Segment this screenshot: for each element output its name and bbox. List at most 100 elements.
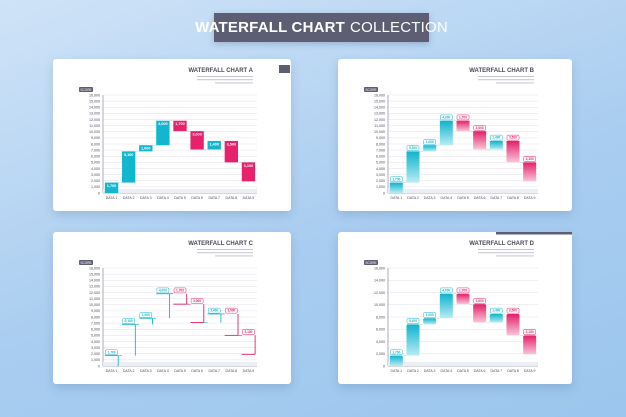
data-label: 1,400 [210, 309, 218, 313]
data-label: 3,100 [526, 157, 534, 161]
baseline-band [388, 362, 538, 366]
y-tick-label: 10,000 [374, 303, 385, 307]
chart-title: WATERFALL CHART C [188, 241, 253, 247]
y-tick-label: 0 [383, 364, 385, 368]
data-label: 3,500 [509, 309, 517, 313]
y-tick-label: 1,000 [91, 185, 100, 189]
data-label: 1,700 [392, 350, 400, 354]
y-tick-label: 9,000 [91, 136, 100, 140]
data-label: 1,400 [209, 142, 219, 146]
chart-card-c: WATERFALL CHART C SCORE 0 1,000 2,000 3,000 4,… [53, 232, 291, 384]
bar [473, 131, 487, 150]
caption-line [197, 252, 253, 254]
data-label-tag [225, 307, 238, 314]
bar [104, 182, 119, 193]
x-tick-label: DATA 4 [157, 196, 169, 200]
data-label: 3,100 [244, 164, 254, 168]
data-label: 3,500 [227, 309, 235, 313]
bar [389, 182, 403, 193]
y-tick-label: 7,000 [91, 148, 100, 152]
bar [523, 335, 537, 355]
bar [473, 304, 487, 323]
data-label-tag [390, 349, 403, 356]
data-label-tag [173, 287, 187, 294]
caption-line [478, 252, 534, 254]
x-tick-label: DATA 9 [524, 196, 536, 200]
data-label: 4,000 [442, 116, 450, 120]
bar [156, 120, 170, 146]
data-label-tag [473, 298, 486, 304]
data-label-tag [473, 125, 486, 131]
x-tick-label: DATA 4 [441, 369, 453, 373]
data-label: 3,500 [227, 142, 237, 146]
x-tick-label: DATA 1 [106, 196, 118, 200]
x-tick-label: DATA 4 [157, 369, 169, 373]
banner-title-light: COLLECTION [350, 19, 448, 36]
bar [241, 162, 256, 182]
y-tick-label: 4,000 [376, 167, 385, 171]
chart-card-a: WATERFALL CHART A SCORE 0 1,000 2,000 3,000 4,… [53, 59, 291, 211]
y-tick-label: 8,000 [91, 315, 100, 319]
y-axis-label-tag [79, 260, 93, 265]
chart-card-d: WATERFALL CHART D SCORE 0 2,000 4,000 6,000 8,… [338, 232, 572, 384]
x-tick-label: DATA 8 [226, 196, 238, 200]
data-label: 1,700 [107, 184, 117, 188]
y-tick-label: 6,000 [91, 328, 100, 332]
bar [173, 120, 187, 132]
bar [439, 293, 453, 319]
y-tick-label: 13,000 [89, 285, 100, 289]
baseline-band [103, 189, 257, 193]
y-tick-label: 7,000 [91, 321, 100, 325]
x-tick-label: DATA 1 [391, 369, 403, 373]
data-label-tag [390, 176, 403, 183]
x-tick-label: DATA 2 [123, 369, 135, 373]
chart-title: WATERFALL CHART B [469, 68, 534, 74]
data-label: 4,000 [442, 289, 450, 293]
bar [489, 140, 503, 150]
data-label-tag [523, 329, 536, 335]
title-accent-bar [496, 232, 572, 235]
y-tick-label: 2,000 [376, 352, 385, 356]
y-tick-label: 8,000 [376, 142, 385, 146]
data-label-tag [440, 287, 453, 294]
x-tick-label: DATA 5 [457, 196, 469, 200]
x-tick-label: DATA 5 [174, 196, 186, 200]
y-tick-label: 16,000 [374, 93, 385, 97]
y-tick-label: 11,000 [89, 124, 100, 128]
y-tick-label: 14,000 [374, 106, 385, 110]
y-tick-label: 15,000 [89, 99, 100, 103]
y-tick-label: 9,000 [91, 309, 100, 313]
data-label: 1,700 [108, 350, 116, 354]
title-accent-tab [279, 65, 290, 73]
y-tick-label: 3,000 [91, 346, 100, 350]
caption-line [478, 249, 534, 250]
x-tick-label: DATA 3 [140, 369, 152, 373]
x-tick-label: DATA 2 [123, 196, 135, 200]
bar [489, 313, 503, 323]
y-tick-label: 6,000 [376, 328, 385, 332]
bar [224, 140, 239, 163]
y-tick-label: 13,000 [89, 112, 100, 116]
data-label-tag [490, 134, 503, 141]
x-tick-label: DATA 7 [491, 196, 503, 200]
x-tick-label: DATA 5 [457, 369, 469, 373]
y-tick-label: 4,000 [376, 340, 385, 344]
waterfall-chart-b: WATERFALL CHART B SCORE 0 1,000 2,000 3,000 4,… [364, 68, 538, 200]
data-label: 5,100 [409, 319, 417, 323]
y-tick-label: 10,000 [374, 130, 385, 134]
waterfall-chart-d: WATERFALL CHART D SCORE 0 2,000 4,000 6,000 8,… [364, 232, 572, 373]
data-label: 1,000 [426, 140, 434, 144]
y-tick-label: 12,000 [89, 291, 100, 295]
y-tick-label: 14,000 [89, 279, 100, 283]
x-tick-label: DATA 1 [106, 369, 118, 373]
caption-line [478, 79, 534, 81]
banner-title-bold: WATERFALL CHART [195, 19, 346, 36]
baseline-band [103, 362, 257, 366]
caption-line [215, 255, 253, 257]
y-axis-label: SCORE [365, 261, 376, 265]
data-label: 1,700 [176, 289, 184, 293]
y-tick-label: 14,000 [374, 279, 385, 283]
caption-line [496, 82, 534, 84]
bar [406, 151, 420, 183]
y-tick-label: 4,000 [91, 167, 100, 171]
